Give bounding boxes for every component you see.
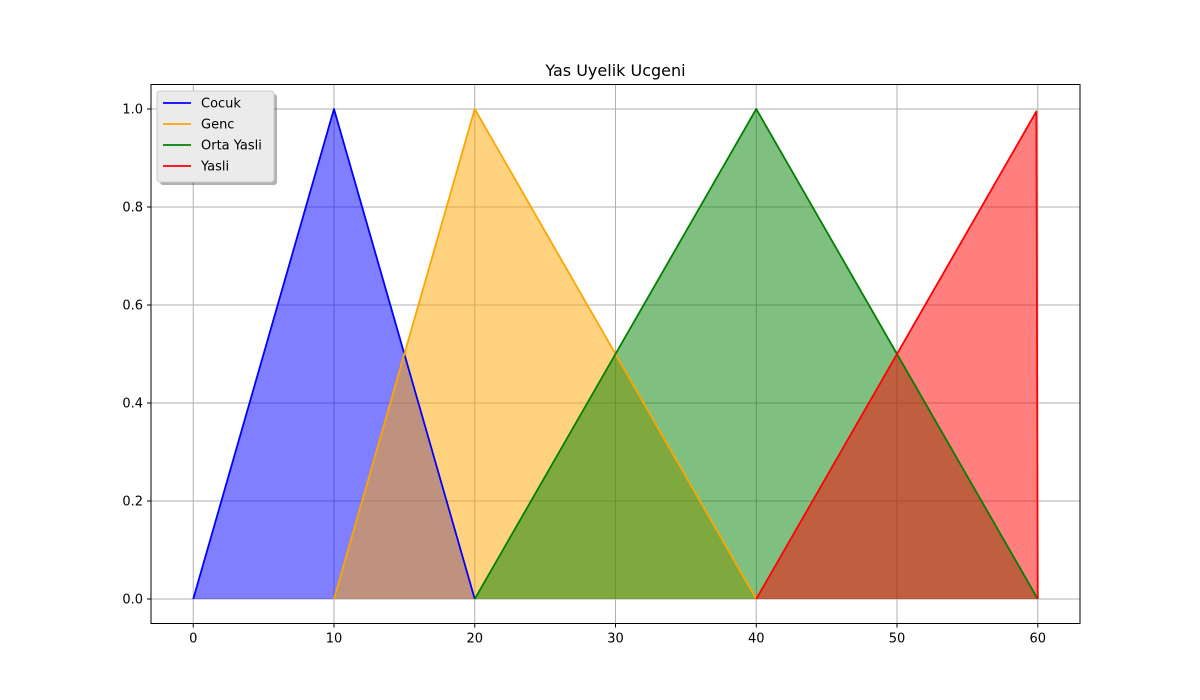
legend-label: Orta Yasli [201,139,262,154]
y-tick-label: 0.2 [122,495,143,510]
x-tick-label: 60 [1029,632,1046,647]
x-tick-label: 30 [607,632,624,647]
series-line-cocuk [192,108,476,600]
legend-label: Cocuk [201,97,241,112]
legend-label: Yasli [200,160,229,175]
series-line-orta-yasli [473,108,1039,600]
x-tick-label: 40 [748,632,765,647]
y-tick-label: 0.6 [122,299,143,314]
y-tick-label: 0.8 [122,201,143,216]
series-line-genc [333,108,758,600]
x-tick-label: 20 [466,632,483,647]
y-tick-label: 0.4 [122,397,143,412]
legend: Cocuk Genc Orta Yasli Yasli [156,90,277,185]
y-tick-label: 0.0 [122,593,143,608]
series-lines [192,108,1039,600]
x-tick-label: 10 [326,632,343,647]
x-tick-label: 0 [189,632,197,647]
legend-box [156,90,275,183]
legend-label: Genc [201,118,234,133]
axis-ticks: 0 10 20 30 40 50 60 0.0 0.2 0.4 0.6 0.8 1.0 [122,103,1046,647]
y-tick-label: 1.0 [122,103,143,118]
series-line-yasli [755,110,1039,600]
x-tick-label: 50 [889,632,906,647]
chart-title: Yas Uyelik Ucgeni [544,61,685,80]
